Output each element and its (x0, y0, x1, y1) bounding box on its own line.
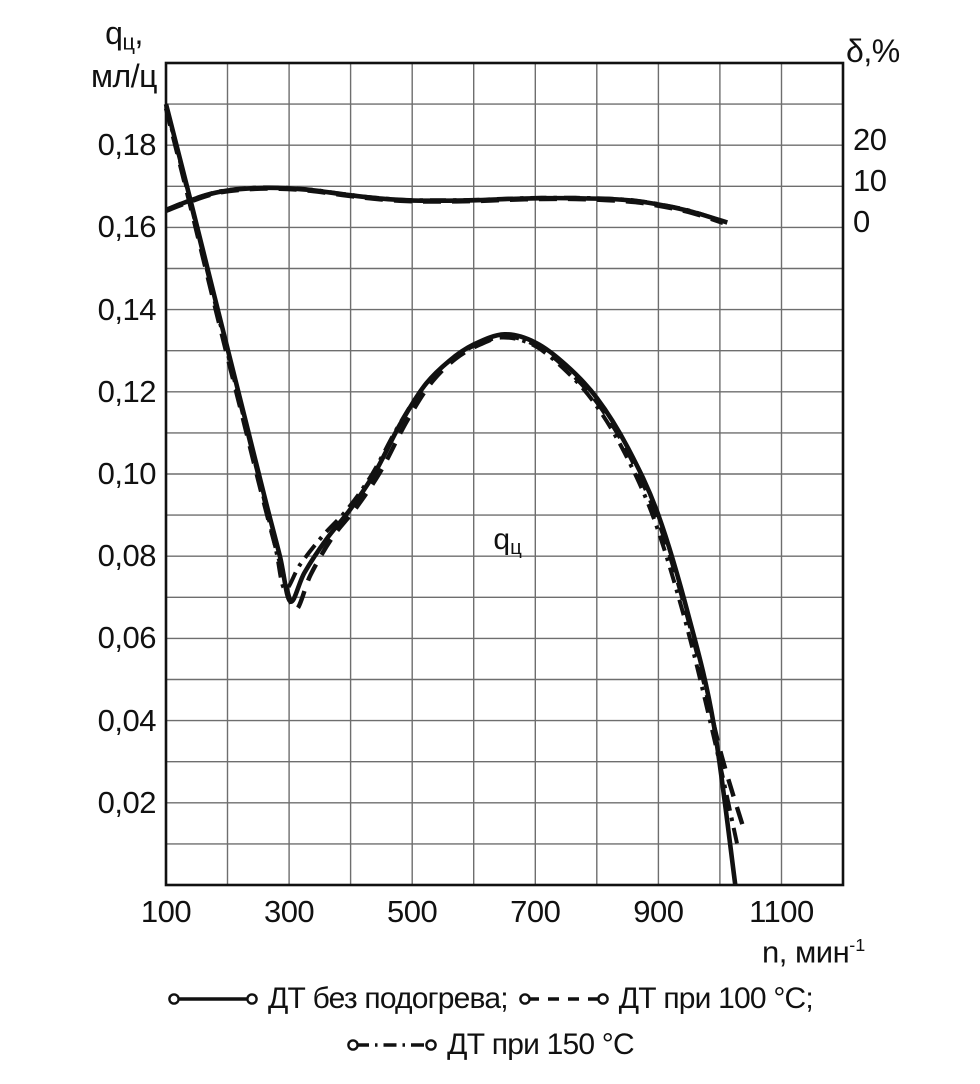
legend-item-dashdot: ДТ при 150 °C (346, 1028, 635, 1062)
x-tick-label: 100 (140, 894, 192, 929)
curve-qc-dashdot (164, 105, 740, 845)
legend-row-2: ДТ при 150 °C (0, 1022, 980, 1068)
legend-line-sample-dashed (518, 993, 609, 1005)
y-left-tick-label: 0,16 (97, 209, 157, 245)
y-left-tick-label: 0,04 (97, 702, 157, 738)
curve-qc-dashed (163, 107, 746, 829)
x-tick-label: 900 (633, 894, 684, 929)
y-axis-title-line2: мл/ц (91, 58, 157, 95)
legend-label-solid: ДТ без подогрева; (268, 982, 509, 1015)
y-left-tick-label: 0,08 (97, 538, 157, 574)
legend-line-sample-solid (168, 993, 258, 1005)
curve-delta-solid (165, 185, 728, 225)
legend-row-1: ДТ без подогрева; ДТ при 100 °C; (0, 976, 980, 1022)
legend-label-dashed: ДТ при 100 °C; (618, 982, 814, 1015)
x-tick-label: 300 (263, 894, 315, 929)
legend-item-dashed: ДТ при 100 °C; (518, 982, 814, 1016)
y-left-tick-label: 0,02 (97, 784, 157, 820)
y-left-tick-label: 0,10 (97, 456, 157, 491)
y-left-tick-label: 0,14 (97, 291, 157, 327)
curve-delta-dashed (165, 186, 724, 225)
y-left-tick-label: 0,18 (97, 127, 157, 163)
y-axis-title-line1: qц, (105, 15, 143, 55)
curve-qc-solid (163, 103, 738, 886)
y-axis-title: qц, мл/ц (58, 16, 190, 93)
x-tick-label: 700 (510, 894, 561, 929)
legend-label-dashdot: ДТ при 150 °C (447, 1028, 634, 1061)
qc-curve-annotation: qц (493, 522, 522, 559)
legend-item-solid: ДТ без подогрева; (167, 982, 509, 1016)
x-axis-title: n, мин-1 (762, 934, 866, 970)
legend-line-sample-dashdot (347, 1039, 437, 1051)
y-right-tick-label: 20 (853, 122, 887, 158)
plot-border (164, 61, 845, 887)
y-left-tick-label: 0,06 (97, 620, 157, 656)
legend: ДТ без подогрева; ДТ при 100 °C; ДТ при … (0, 976, 980, 1068)
x-tick-label: 1100 (749, 894, 814, 929)
y-left-tick-label: 0,12 (97, 373, 157, 409)
right-axis-title: δ,% (846, 33, 900, 69)
x-tick-label: 500 (387, 894, 438, 929)
y-right-tick-label: 0 (853, 204, 870, 240)
y-right-tick-label: 10 (853, 163, 887, 199)
